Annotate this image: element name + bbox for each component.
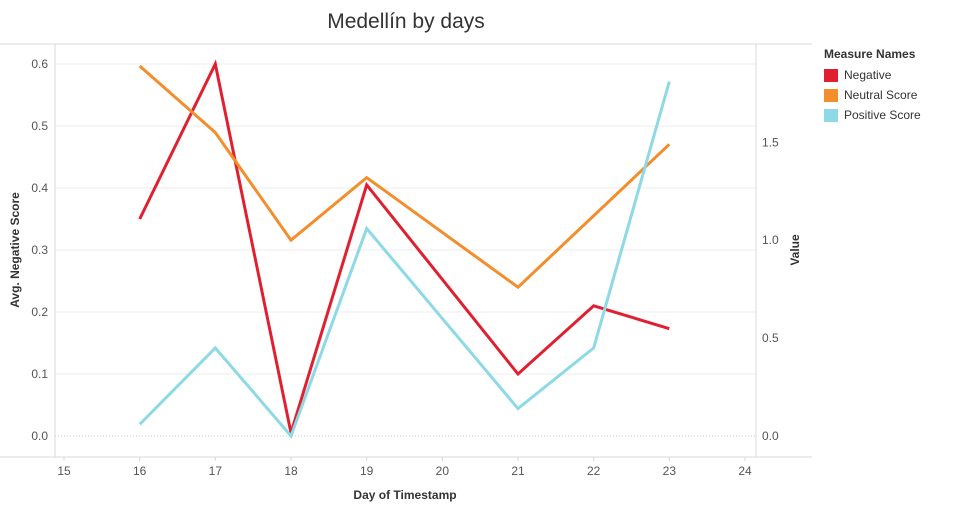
series-line-negative xyxy=(138,59,670,434)
y-left-tick-label: 0.0 xyxy=(31,429,48,443)
x-tick-label: 15 xyxy=(57,464,71,478)
y-right-tick-label: 0.0 xyxy=(762,429,779,443)
legend-swatch xyxy=(824,88,838,102)
y-left-tick-label: 0.6 xyxy=(31,57,48,71)
legend: Measure Names Negative Neutral Score Pos… xyxy=(824,47,921,125)
x-tick-label: 18 xyxy=(284,464,298,478)
legend-title: Measure Names xyxy=(824,47,916,61)
legend-label: Negative xyxy=(844,68,892,82)
y-left-tick-label: 0.1 xyxy=(31,367,48,381)
y-axis-right-label: Value xyxy=(788,234,802,266)
legend-label: Neutral Score xyxy=(844,88,918,102)
legend-label: Positive Score xyxy=(844,108,921,122)
x-tick-label: 17 xyxy=(209,464,223,478)
y-right-tick-label: 0.5 xyxy=(762,331,779,345)
x-tick-label: 16 xyxy=(133,464,147,478)
chart-title: Medellín by days xyxy=(327,10,485,33)
y-right-tick-label: 1.5 xyxy=(762,135,779,149)
legend-item-negative[interactable]: Negative xyxy=(824,65,921,85)
x-tick-label: 20 xyxy=(436,464,450,478)
legend-swatch xyxy=(824,68,838,82)
grid-lines xyxy=(55,63,756,437)
y-left-tick-label: 0.2 xyxy=(31,305,48,319)
series-lines xyxy=(138,59,671,439)
x-tick-label: 22 xyxy=(587,464,601,478)
y-left-tick-label: 0.5 xyxy=(31,119,48,133)
x-axis-label: Day of Timestamp xyxy=(353,488,456,502)
x-tick-label: 21 xyxy=(511,464,525,478)
legend-swatch xyxy=(824,108,838,122)
series-line-neutral-score xyxy=(138,64,671,290)
legend-item-positive-score[interactable]: Positive Score xyxy=(824,105,921,125)
y-right-tick-label: 1.0 xyxy=(762,233,779,247)
y-left-tick-label: 0.4 xyxy=(31,181,48,195)
axes: 0.0 0.1 0.2 0.3 0.4 0.5 0.6 0.0 0.5 1.0 1.5 15 16 17 1… xyxy=(0,43,812,478)
x-tick-label: 19 xyxy=(360,464,374,478)
y-axis-left-label: Avg. Negative Score xyxy=(8,192,22,308)
series-line-positive-score xyxy=(138,81,671,439)
line-chart: 0.0 0.1 0.2 0.3 0.4 0.5 0.6 0.0 0.5 1.0 1.5 15 16 17 1… xyxy=(0,43,812,502)
x-tick-label: 23 xyxy=(663,464,677,478)
y-left-tick-label: 0.3 xyxy=(31,243,48,257)
x-tick-label: 24 xyxy=(738,464,752,478)
legend-item-neutral-score[interactable]: Neutral Score xyxy=(824,85,921,105)
